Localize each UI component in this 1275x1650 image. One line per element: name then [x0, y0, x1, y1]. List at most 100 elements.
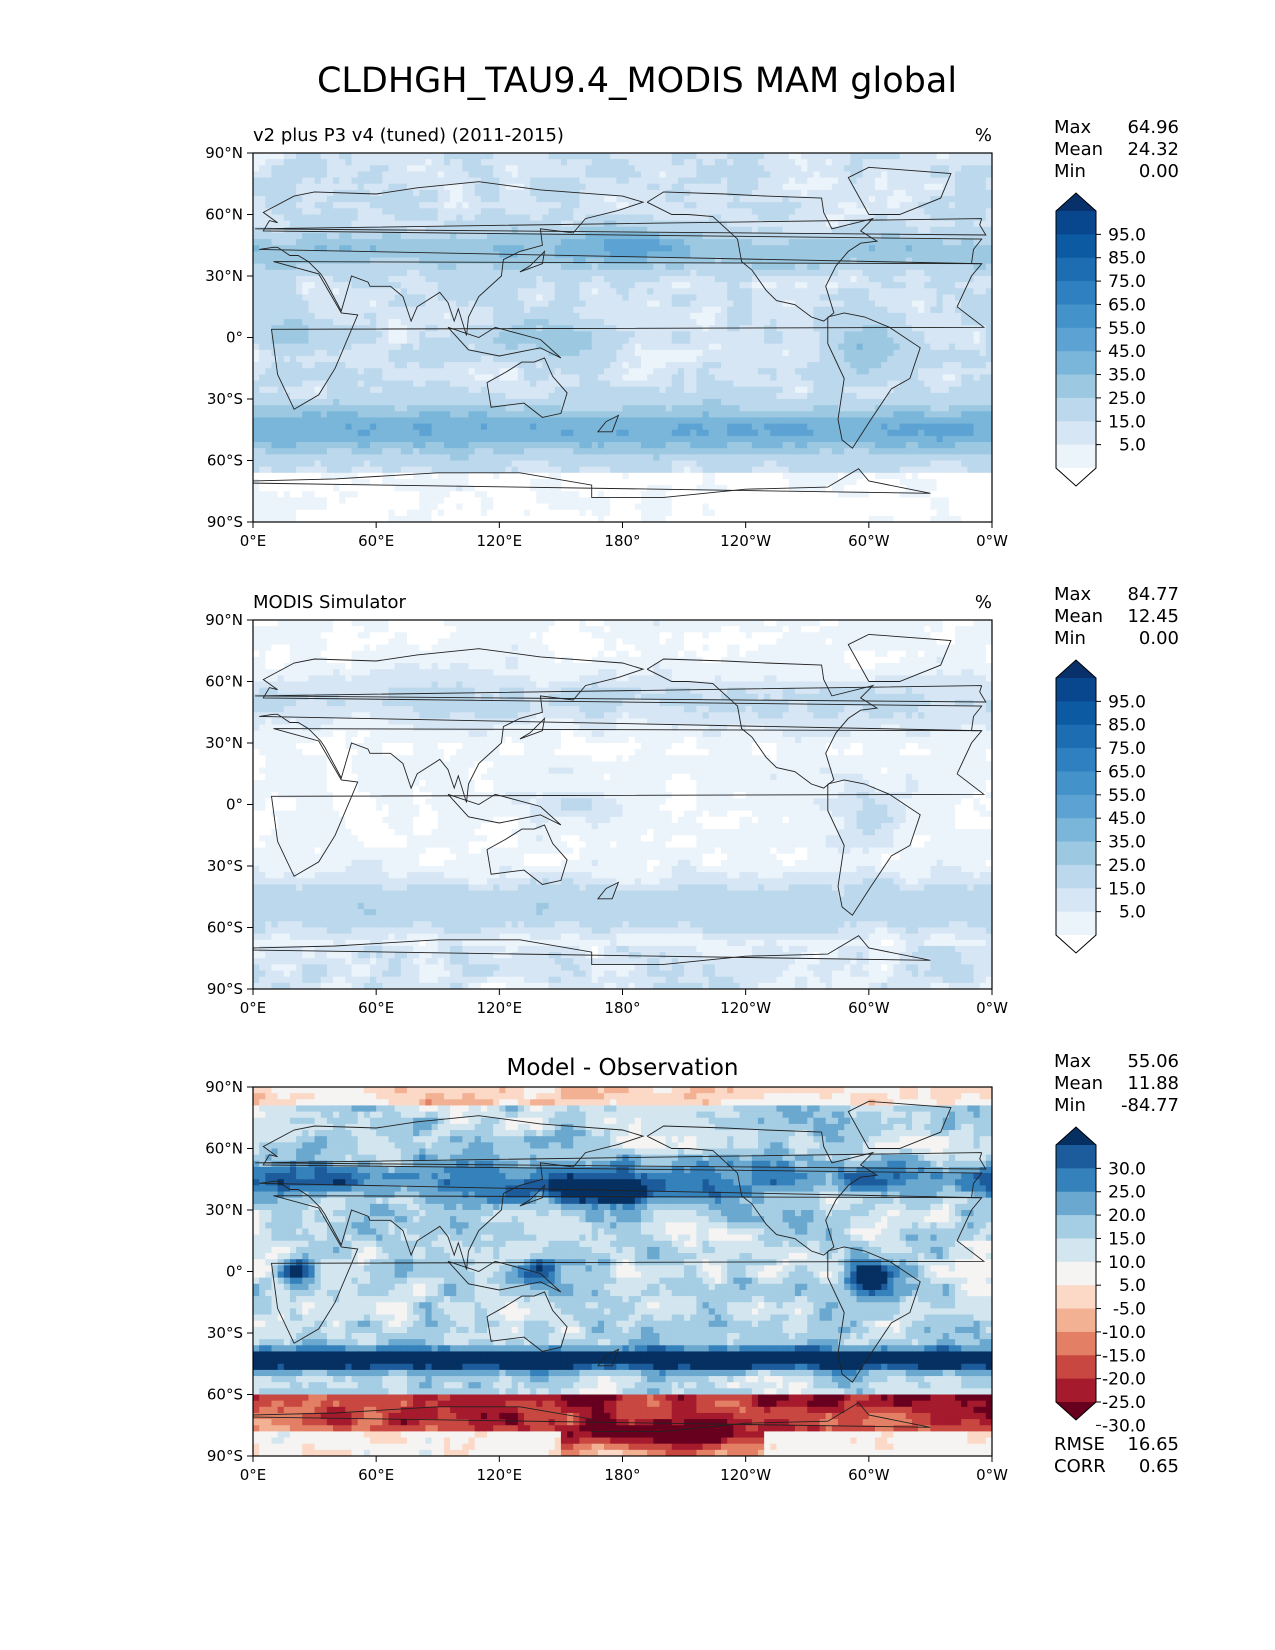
- colorbar-label: 15.0: [1108, 412, 1146, 432]
- coastline: [447, 1260, 562, 1293]
- colorbar-difference: 30.0 25.0 20.0 15.0 10.0 5.0 -5.0 -10.0 -15.0 -20…: [1055, 1126, 1146, 1436]
- stat-label-max: Max: [1054, 117, 1092, 138]
- colorbar-swatch: [1056, 724, 1096, 749]
- colorbar-outline: [1055, 192, 1097, 487]
- colorbar-swatch: [1056, 421, 1096, 446]
- colorbar-swatch: [1056, 304, 1096, 329]
- colorbar-label: 75.0: [1108, 739, 1146, 759]
- coastline: [646, 658, 879, 789]
- colorbar-extend-min: [1056, 1402, 1096, 1420]
- stat-label-max: Max: [1054, 1051, 1092, 1072]
- coastline: [270, 728, 986, 877]
- colorbar-label: -25.0: [1102, 1393, 1146, 1413]
- lat-tick-label: 60°N: [205, 206, 243, 224]
- lat-tick-label: 30°S: [207, 857, 243, 875]
- coastline: [255, 1152, 987, 1170]
- lon-tick-label: 60°W: [848, 1466, 890, 1484]
- colorbar-swatch: [1056, 257, 1096, 282]
- colorbar-label: 75.0: [1108, 272, 1146, 292]
- colorbar-swatch: [1056, 1145, 1096, 1169]
- coastline: [519, 717, 546, 740]
- lat-tick-label: 60°N: [205, 1140, 243, 1158]
- coastline: [259, 181, 983, 336]
- coastline: [596, 881, 620, 900]
- panel-units: %: [975, 125, 992, 146]
- lon-tick-label: 180°: [604, 532, 640, 550]
- map-field-difference: [253, 1087, 992, 1456]
- lon-tick-label: 0°E: [240, 999, 267, 1017]
- lat-tick-label: 60°N: [205, 673, 243, 691]
- colorbar-label: 20.0: [1108, 1206, 1146, 1226]
- lon-tick-label: 60°W: [848, 532, 890, 550]
- colorbar-swatch: [1056, 1355, 1096, 1380]
- coastline: [447, 793, 562, 826]
- lon-tick-label: 0°W: [976, 532, 1008, 550]
- coastline: [519, 1184, 546, 1207]
- panel-center-title: Model - Observation: [506, 1055, 738, 1081]
- coastline: [596, 414, 620, 433]
- colorbar-label: 85.0: [1108, 716, 1146, 736]
- colorbar-label: 15.0: [1108, 1229, 1146, 1249]
- stat-value-max: 55.06: [1127, 1051, 1179, 1072]
- lat-tick-label: 0°: [226, 329, 243, 347]
- coastline: [447, 326, 562, 359]
- stat-value-mean: 12.45: [1127, 606, 1179, 627]
- colorbar-swatch: [1056, 794, 1096, 819]
- panel-reference: 90°N 60°N 30°N 0° 30°S 60°S 90°S0°E 60°E 120°E 18…: [205, 584, 1179, 1017]
- lon-tick-label: 60°E: [358, 532, 394, 550]
- colorbar-swatch: [1056, 888, 1096, 913]
- colorbar-label: 15.0: [1108, 879, 1146, 899]
- coastline: [646, 191, 879, 322]
- colorbar-swatch: [1056, 234, 1096, 259]
- colorbar-label: 25.0: [1108, 389, 1146, 409]
- lon-tick-label: 0°E: [240, 532, 267, 550]
- colorbar-swatch: [1056, 864, 1096, 889]
- stat-label-corr: CORR: [1054, 1456, 1106, 1477]
- lat-tick-label: 60°S: [207, 452, 243, 470]
- stat-label-min: Min: [1054, 161, 1086, 182]
- stat-label-rmse: RMSE: [1054, 1434, 1105, 1455]
- colorbar-outline: [1055, 659, 1097, 954]
- colorbar-swatch: [1056, 911, 1096, 936]
- lon-tick-label: 120°W: [720, 532, 771, 550]
- coastline: [255, 218, 987, 236]
- coastline: [253, 1402, 931, 1432]
- coastline: [259, 648, 983, 803]
- panel-left-title: MODIS Simulator: [253, 592, 406, 613]
- colorbar-extend-min: [1056, 468, 1096, 486]
- colorbar-swatch: [1056, 1331, 1096, 1356]
- lat-tick-label: 90°N: [205, 144, 243, 162]
- colorbar-label: 35.0: [1108, 366, 1146, 386]
- colorbar-label: 55.0: [1108, 319, 1146, 339]
- colorbar-swatch: [1056, 1378, 1096, 1403]
- colorbar-label: 95.0: [1108, 225, 1146, 245]
- colorbar-label: 95.0: [1108, 692, 1146, 712]
- lon-tick-label: 120°W: [720, 999, 771, 1017]
- colorbar-label: -5.0: [1113, 1300, 1146, 1320]
- colorbar-swatch: [1056, 1238, 1096, 1263]
- stat-label-mean: Mean: [1054, 606, 1103, 627]
- colorbar-swatch: [1056, 818, 1096, 843]
- coastline: [253, 468, 931, 498]
- stat-label-mean: Mean: [1054, 139, 1103, 160]
- stat-value-rmse: 16.65: [1127, 1434, 1179, 1455]
- colorbar-label: 45.0: [1108, 809, 1146, 829]
- stat-label-min: Min: [1054, 628, 1086, 649]
- lat-tick-label: 30°N: [205, 1201, 243, 1219]
- figure-title: CLDHGH_TAU9.4_MODIS MAM global: [317, 61, 957, 101]
- stat-value-min: -84.77: [1121, 1095, 1179, 1116]
- lon-tick-label: 0°W: [976, 999, 1008, 1017]
- stat-value-min: 0.00: [1139, 628, 1179, 649]
- colorbar-swatch: [1056, 1215, 1096, 1239]
- coastline: [827, 779, 921, 916]
- coastline: [827, 312, 921, 449]
- colorbar-swatch: [1056, 771, 1096, 796]
- colorbar-swatch: [1056, 374, 1096, 399]
- coastline: [486, 824, 568, 885]
- colorbar-swatch: [1056, 1285, 1096, 1310]
- colorbar-label: 5.0: [1119, 1276, 1146, 1296]
- coastline: [486, 1291, 568, 1352]
- coastline: [270, 1195, 986, 1344]
- colorbar-swatch: [1056, 1168, 1096, 1193]
- stat-value-min: 0.00: [1139, 161, 1179, 182]
